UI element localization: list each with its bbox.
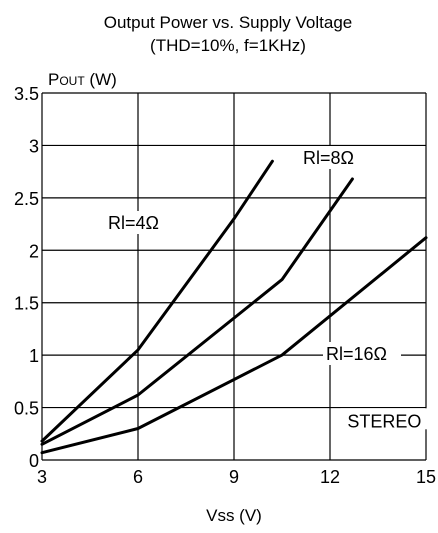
y-tick-label: 1 bbox=[29, 346, 39, 366]
series-lines bbox=[40, 159, 428, 455]
annotation-stereo: STEREO bbox=[347, 411, 421, 431]
annotation-bg bbox=[340, 408, 429, 430]
y-tick-label: 2.5 bbox=[14, 189, 39, 209]
y-axis-label: POUT (W) bbox=[48, 70, 117, 89]
series-labels: Rl=4Ω Rl=8Ω Rl=16Ω bbox=[105, 146, 401, 365]
y-axis-label-main: P bbox=[48, 70, 59, 89]
y-tick-label: 0 bbox=[29, 451, 39, 471]
series-label-1: Rl=4Ω bbox=[108, 213, 159, 233]
series-label-bg bbox=[300, 146, 378, 169]
series-line-3 bbox=[40, 236, 428, 455]
y-tick-label: 3 bbox=[29, 136, 39, 156]
chart-subtitle: (THD=10%, f=1KHz) bbox=[150, 36, 306, 55]
chart-title: Output Power vs. Supply Voltage bbox=[104, 13, 353, 32]
y-tick-label: 2 bbox=[29, 241, 39, 261]
y-axis-label-sub: OUT bbox=[59, 74, 85, 88]
series-line-2 bbox=[40, 177, 354, 446]
x-tick-label: 12 bbox=[320, 467, 340, 487]
y-tick-label: 1.5 bbox=[14, 294, 39, 314]
tick-labels: 0 0.5 1 1.5 2 2.5 3 3.5 3 6 9 12 15 bbox=[14, 84, 436, 487]
x-tick-label: 9 bbox=[229, 467, 239, 487]
series-label-3: Rl=16Ω bbox=[326, 344, 387, 364]
x-tick-label: 6 bbox=[133, 467, 143, 487]
y-tick-label: 0.5 bbox=[14, 399, 39, 419]
x-axis-label: Vss (V) bbox=[206, 506, 262, 525]
x-tick-label: 15 bbox=[416, 467, 436, 487]
x-tick-label: 3 bbox=[37, 467, 47, 487]
y-axis-label-unit: (W) bbox=[85, 70, 117, 89]
series-label-2: Rl=8Ω bbox=[303, 148, 354, 168]
y-tick-label: 3.5 bbox=[14, 84, 39, 104]
series-label-bg bbox=[105, 211, 183, 234]
series-label-bg bbox=[323, 342, 401, 365]
series-line-1 bbox=[40, 159, 274, 443]
annotations: STEREO bbox=[340, 408, 429, 431]
